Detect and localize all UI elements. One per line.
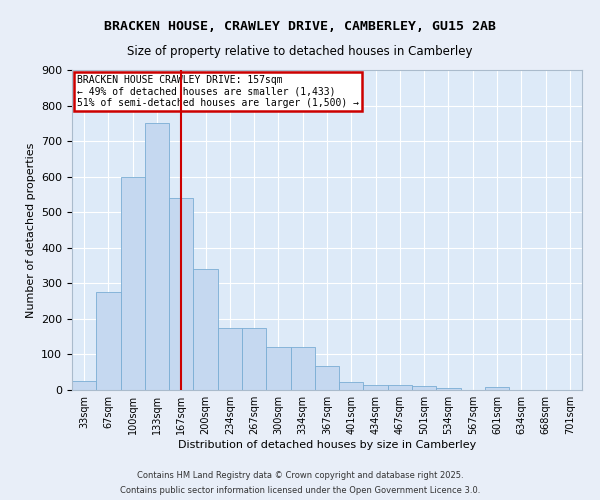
Bar	[121, 176, 145, 390]
Bar	[315, 366, 339, 390]
Bar	[193, 269, 218, 390]
Bar	[145, 124, 169, 390]
Bar	[72, 381, 96, 390]
Text: Contains public sector information licensed under the Open Government Licence 3.: Contains public sector information licen…	[120, 486, 480, 495]
Y-axis label: Number of detached properties: Number of detached properties	[26, 142, 35, 318]
X-axis label: Distribution of detached houses by size in Camberley: Distribution of detached houses by size …	[178, 440, 476, 450]
Bar	[485, 387, 509, 390]
Text: Contains HM Land Registry data © Crown copyright and database right 2025.: Contains HM Land Registry data © Crown c…	[137, 471, 463, 480]
Bar	[412, 386, 436, 390]
Bar	[96, 292, 121, 390]
Bar	[388, 386, 412, 390]
Bar	[242, 328, 266, 390]
Bar	[339, 382, 364, 390]
Bar	[364, 386, 388, 390]
Bar	[218, 328, 242, 390]
Bar	[290, 348, 315, 390]
Bar	[169, 198, 193, 390]
Bar	[266, 348, 290, 390]
Text: Size of property relative to detached houses in Camberley: Size of property relative to detached ho…	[127, 45, 473, 58]
Bar	[436, 388, 461, 390]
Text: BRACKEN HOUSE CRAWLEY DRIVE: 157sqm
← 49% of detached houses are smaller (1,433): BRACKEN HOUSE CRAWLEY DRIVE: 157sqm ← 49…	[77, 75, 359, 108]
Text: BRACKEN HOUSE, CRAWLEY DRIVE, CAMBERLEY, GU15 2AB: BRACKEN HOUSE, CRAWLEY DRIVE, CAMBERLEY,…	[104, 20, 496, 33]
